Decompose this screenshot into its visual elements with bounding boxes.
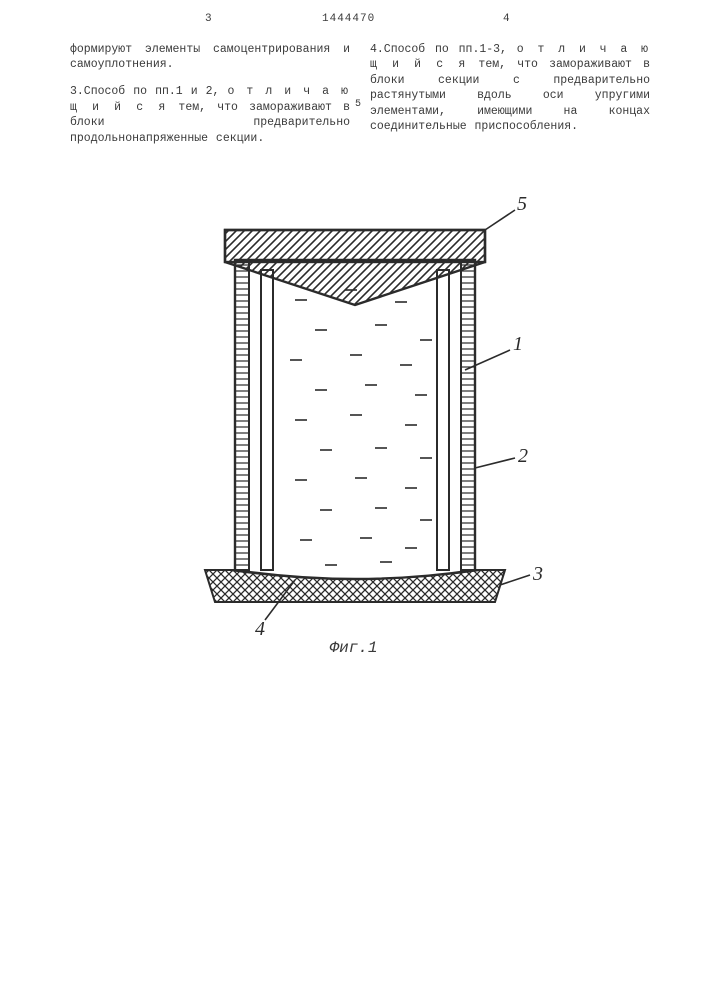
label-4: 4: [255, 618, 265, 640]
page-root: 3 1444470 4 5 формируют элементы самоцен…: [0, 0, 707, 1000]
label-1: 1: [513, 333, 523, 355]
inner-bar-right: [437, 270, 449, 570]
text-column-left: формируют элементы самоцентрирования и с…: [70, 30, 350, 158]
figure-caption: Фиг.1: [0, 638, 707, 660]
text-column-right: 4.Способ по пп.1-3, о т л и ч а ю щ и й …: [370, 30, 650, 146]
figure-1: 5 1 2 3 4 Фиг.1: [0, 190, 707, 710]
claim4-prefix: 4.Способ по пп.1-3,: [370, 43, 517, 56]
side-wall-left: [235, 260, 249, 570]
label-5: 5: [517, 193, 527, 215]
claim3-prefix: 3.Способ по пп.1 и 2,: [70, 85, 228, 98]
margin-line-number-5: 5: [355, 98, 361, 112]
document-number: 1444470: [322, 12, 375, 27]
label-2: 2: [518, 445, 528, 467]
figure-1-svg: 5 1 2 3 4: [165, 190, 545, 650]
inner-bar-left: [261, 270, 273, 570]
label-3: 3: [532, 563, 543, 585]
left-paragraph-2: 3.Способ по пп.1 и 2, о т л и ч а ю щ и …: [70, 84, 350, 146]
col-number-left: 3: [205, 12, 212, 27]
right-paragraph-1: 4.Способ по пп.1-3, о т л и ч а ю щ и й …: [370, 42, 650, 135]
side-wall-right: [461, 260, 475, 570]
left-paragraph-1: формируют элементы самоцентрирования и с…: [70, 42, 350, 73]
col-number-right: 4: [503, 12, 510, 27]
